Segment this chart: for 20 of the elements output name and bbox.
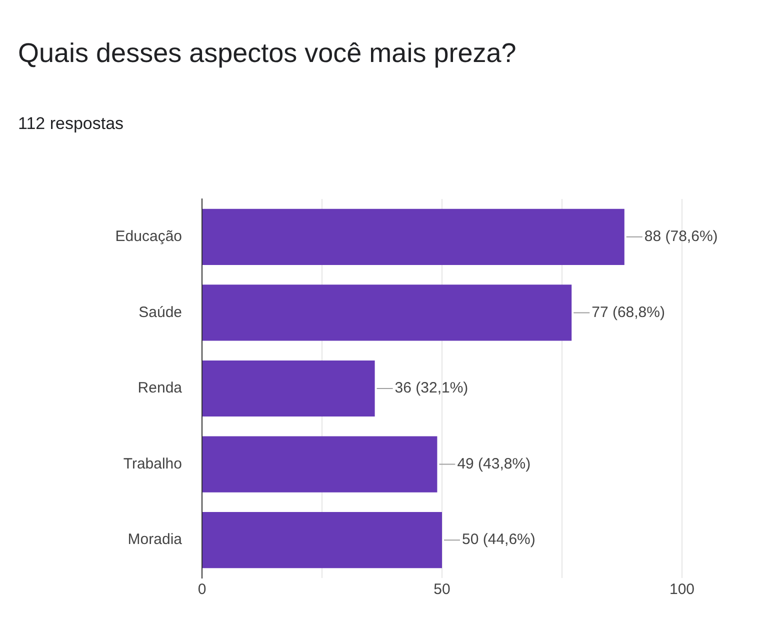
bar	[202, 284, 572, 341]
data-label: 88 (78,6%)	[644, 228, 718, 246]
y-tick-label: Saúde	[138, 304, 182, 321]
x-tick-label: 50	[434, 581, 450, 598]
x-tick-label: 100	[669, 581, 695, 598]
y-tick-label: Educação	[115, 228, 182, 246]
y-tick-label: Renda	[138, 380, 183, 397]
chart-title: Quais desses aspectos você mais preza?	[18, 37, 518, 70]
data-label: 77 (68,8%)	[592, 304, 665, 321]
chart-subtitle: 112 respostas	[18, 114, 124, 134]
bar	[202, 360, 375, 417]
data-label: 50 (44,6%)	[462, 531, 536, 548]
data-label: 49 (43,8%)	[457, 455, 531, 472]
bar	[202, 512, 442, 568]
bar	[202, 208, 624, 265]
data-label: 36 (32,1%)	[394, 380, 468, 397]
y-tick-label: Trabalho	[123, 455, 182, 472]
y-tick-label: Moradia	[128, 531, 183, 548]
bar	[202, 436, 438, 492]
x-tick-label: 0	[198, 581, 206, 598]
